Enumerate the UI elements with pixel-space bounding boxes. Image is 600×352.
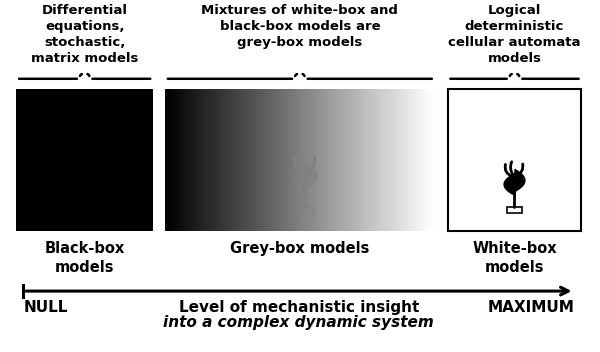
Text: Mixtures of white-box and
black-box models are
grey-box models: Mixtures of white-box and black-box mode… [202,4,398,49]
Text: MAXIMUM: MAXIMUM [488,300,574,315]
Bar [296,207,314,214]
Text: Logical
deterministic
cellular automata
models: Logical deterministic cellular automata … [448,4,581,65]
Text: Grey-box models: Grey-box models [230,241,370,257]
Bar [506,207,523,213]
Text: NULL: NULL [23,300,68,315]
Text: Level of mechanistic insight: Level of mechanistic insight [179,300,419,315]
Text: into a complex dynamic system: into a complex dynamic system [163,315,434,330]
Bar [16,89,153,231]
Text: White-box
models: White-box models [472,241,557,275]
Text: into a complex dynamic system: into a complex dynamic system [163,315,434,330]
Text: Differential
equations,
stochastic,
matrix models: Differential equations, stochastic, matr… [31,4,139,65]
Bar [448,89,581,231]
Text: Black-box
models: Black-box models [44,241,125,275]
